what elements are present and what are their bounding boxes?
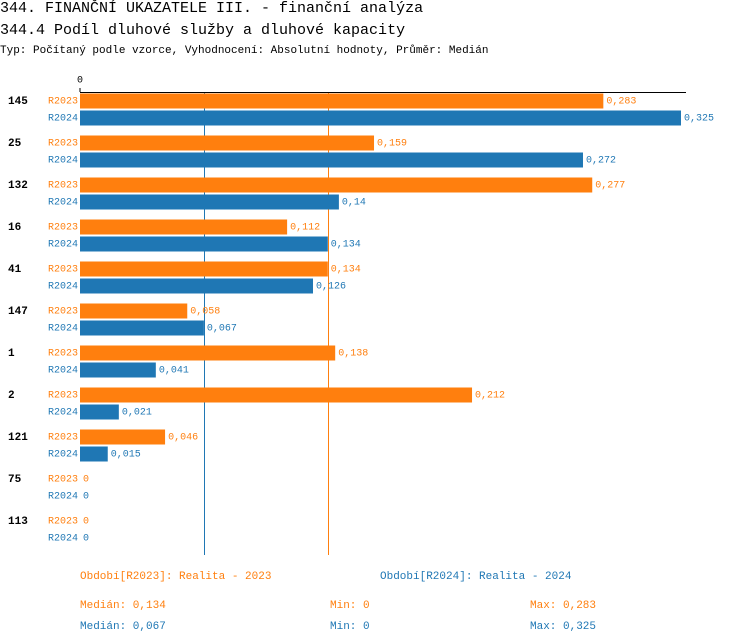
y-tick-label: 1 (8, 348, 15, 360)
bar (80, 404, 119, 420)
value-label: 0,283 (606, 97, 636, 108)
value-label: 0,134 (331, 240, 361, 251)
bar (80, 152, 583, 168)
value-label: 0,272 (586, 156, 616, 167)
y-tick-label: 25 (8, 138, 22, 150)
series-label: R2024 (48, 492, 78, 503)
y-tick-label: 147 (8, 306, 28, 318)
series-label: R2024 (48, 408, 78, 419)
bar (80, 320, 204, 336)
series-label: R2024 (48, 324, 78, 335)
series-label: R2023 (48, 181, 78, 192)
series-label: R2023 (48, 517, 78, 528)
bar (80, 194, 339, 210)
value-label: 0,046 (168, 433, 198, 444)
series-label: R2024 (48, 114, 78, 125)
bar (80, 177, 593, 193)
value-label: 0,021 (122, 408, 152, 419)
series-label: R2023 (48, 97, 78, 108)
bar (80, 110, 681, 126)
bar (80, 93, 604, 109)
value-label: 0,138 (338, 349, 368, 360)
value-label: 0,212 (475, 391, 505, 402)
value-label: 0,041 (159, 366, 189, 377)
bar (80, 446, 108, 462)
x-tick-label: 0 (77, 76, 83, 87)
y-tick-label: 75 (8, 474, 22, 486)
legend-period: Období[R2024]: Realita - 2024 (380, 571, 572, 583)
value-label: 0,277 (595, 181, 625, 192)
value-label: 0,067 (207, 324, 237, 335)
value-label: 0,058 (190, 307, 220, 318)
bar (80, 303, 188, 319)
bar (80, 362, 156, 378)
y-tick-label: 132 (8, 180, 28, 192)
value-label: 0,126 (316, 282, 346, 293)
series-label: R2023 (48, 307, 78, 318)
series-label: R2024 (48, 366, 78, 377)
bar (80, 236, 328, 252)
series-label: R2023 (48, 223, 78, 234)
min-stat: Min: 0 (330, 600, 370, 612)
value-label: 0,325 (684, 114, 714, 125)
series-label: R2024 (48, 534, 78, 545)
y-tick-label: 121 (8, 432, 28, 444)
bar (80, 345, 336, 361)
median-stat: Medián: 0,134 (80, 600, 166, 612)
value-label: 0,015 (111, 450, 141, 461)
bar (80, 261, 328, 277)
y-tick-label: 16 (8, 222, 21, 234)
value-label: 0 (83, 492, 89, 503)
series-label: R2024 (48, 240, 78, 251)
bar (80, 135, 375, 151)
y-tick-label: 145 (8, 96, 28, 108)
y-tick-label: 113 (8, 516, 28, 528)
series-label: R2023 (48, 139, 78, 150)
value-label: 0 (83, 534, 89, 545)
chart-title: 344. FINANČNÍ UKAZATELE III. - finanční … (0, 0, 423, 17)
value-label: 0 (83, 517, 89, 528)
series-label: R2024 (48, 198, 78, 209)
median-stat: Medián: 0,067 (80, 621, 166, 633)
max-stat: Max: 0,283 (530, 600, 596, 612)
value-label: 0,14 (342, 198, 366, 209)
chart-subtitle: 344.4 Podíl dluhové služby a dluhové kap… (0, 22, 405, 39)
value-label: 0,112 (290, 223, 320, 234)
series-label: R2024 (48, 450, 78, 461)
y-tick-label: 2 (8, 390, 15, 402)
series-label: R2023 (48, 391, 78, 402)
value-label: 0,159 (377, 139, 407, 150)
value-label: 0,134 (331, 265, 361, 276)
series-label: R2023 (48, 433, 78, 444)
series-label: R2023 (48, 265, 78, 276)
bar (80, 278, 314, 294)
min-stat: Min: 0 (330, 621, 370, 633)
bar (80, 219, 288, 235)
series-label: R2024 (48, 156, 78, 167)
series-label: R2024 (48, 282, 78, 293)
chart-description: Typ: Počítaný podle vzorce, Vyhodnocení:… (0, 44, 488, 57)
max-stat: Max: 0,325 (530, 621, 596, 633)
series-label: R2023 (48, 475, 78, 486)
series-label: R2023 (48, 349, 78, 360)
bar (80, 387, 473, 403)
value-label: 0 (83, 475, 89, 486)
bar (80, 429, 166, 445)
legend-period: Období[R2023]: Realita - 2023 (80, 571, 271, 583)
y-tick-label: 41 (8, 264, 22, 276)
